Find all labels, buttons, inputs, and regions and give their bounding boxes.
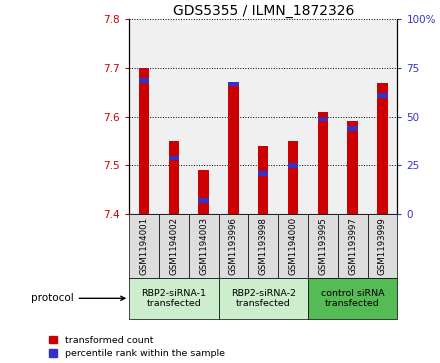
Text: GSM1194002: GSM1194002 xyxy=(169,217,178,275)
Bar xyxy=(198,199,209,203)
Bar xyxy=(228,82,238,214)
Bar xyxy=(129,214,159,278)
Text: GSM1194001: GSM1194001 xyxy=(139,217,149,275)
Bar xyxy=(377,82,388,214)
Bar xyxy=(278,214,308,278)
Text: GSM1194000: GSM1194000 xyxy=(289,217,297,275)
Title: GDS5355 / ILMN_1872326: GDS5355 / ILMN_1872326 xyxy=(172,4,354,18)
Bar xyxy=(308,214,338,278)
Legend: transformed count, percentile rank within the sample: transformed count, percentile rank withi… xyxy=(49,335,225,358)
Bar xyxy=(258,171,268,176)
Bar xyxy=(189,214,219,278)
Bar xyxy=(169,141,179,214)
Bar xyxy=(367,214,397,278)
Text: RBP2-siRNA-2
transfected: RBP2-siRNA-2 transfected xyxy=(231,289,296,308)
Text: GSM1193997: GSM1193997 xyxy=(348,217,357,275)
Bar xyxy=(219,214,248,278)
Text: GSM1194003: GSM1194003 xyxy=(199,217,208,275)
Bar xyxy=(248,214,278,278)
Text: control siRNA
transfected: control siRNA transfected xyxy=(321,289,385,308)
Bar xyxy=(288,163,298,168)
Text: protocol: protocol xyxy=(31,293,125,303)
Bar xyxy=(377,93,388,98)
Bar xyxy=(318,112,328,214)
Bar xyxy=(129,278,219,319)
Bar xyxy=(308,278,397,319)
Bar xyxy=(348,126,358,131)
Text: GSM1193995: GSM1193995 xyxy=(318,217,327,275)
Bar xyxy=(318,117,328,122)
Text: GSM1193998: GSM1193998 xyxy=(259,217,268,275)
Text: RBP2-siRNA-1
transfected: RBP2-siRNA-1 transfected xyxy=(141,289,206,308)
Bar xyxy=(139,78,149,82)
Bar xyxy=(139,68,149,214)
Bar xyxy=(288,141,298,214)
Bar xyxy=(258,146,268,214)
Bar xyxy=(219,278,308,319)
Bar xyxy=(169,156,179,160)
Bar xyxy=(338,214,367,278)
Bar xyxy=(159,214,189,278)
Bar xyxy=(228,82,238,86)
Bar xyxy=(198,170,209,214)
Text: GSM1193999: GSM1193999 xyxy=(378,217,387,275)
Text: GSM1193996: GSM1193996 xyxy=(229,217,238,275)
Bar xyxy=(348,122,358,214)
